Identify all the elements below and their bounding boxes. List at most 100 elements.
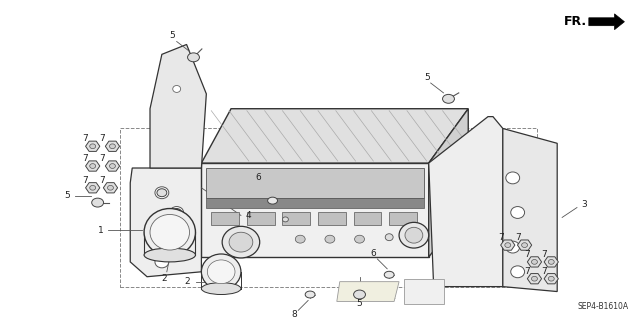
Polygon shape: [503, 129, 557, 292]
Ellipse shape: [170, 207, 184, 219]
Ellipse shape: [531, 276, 538, 281]
Ellipse shape: [305, 291, 315, 298]
Text: 6: 6: [256, 174, 262, 182]
Polygon shape: [150, 44, 206, 168]
Ellipse shape: [144, 248, 195, 262]
Ellipse shape: [268, 197, 278, 204]
Ellipse shape: [150, 221, 164, 233]
Text: 7: 7: [541, 250, 547, 259]
Text: 3: 3: [581, 200, 587, 209]
Text: 1: 1: [98, 226, 104, 235]
Ellipse shape: [505, 243, 511, 248]
Polygon shape: [202, 109, 468, 163]
Polygon shape: [131, 168, 202, 277]
Polygon shape: [404, 279, 444, 304]
Polygon shape: [104, 183, 118, 193]
Polygon shape: [589, 14, 625, 30]
Ellipse shape: [188, 53, 200, 62]
Polygon shape: [527, 274, 541, 284]
Ellipse shape: [173, 85, 180, 93]
Ellipse shape: [92, 198, 104, 207]
Ellipse shape: [222, 226, 260, 258]
Ellipse shape: [90, 164, 95, 168]
Text: 7: 7: [82, 176, 88, 185]
Text: 6: 6: [371, 249, 376, 257]
Ellipse shape: [355, 235, 364, 243]
Polygon shape: [86, 141, 100, 152]
Ellipse shape: [384, 271, 394, 278]
Ellipse shape: [207, 260, 235, 284]
Ellipse shape: [90, 185, 95, 190]
Ellipse shape: [511, 207, 525, 219]
Polygon shape: [106, 161, 120, 171]
Ellipse shape: [108, 185, 113, 190]
Text: 8: 8: [291, 310, 297, 319]
Polygon shape: [106, 141, 120, 152]
Polygon shape: [282, 212, 310, 225]
Text: 7: 7: [100, 134, 106, 143]
Text: 7: 7: [525, 267, 531, 276]
Ellipse shape: [399, 222, 429, 248]
Polygon shape: [206, 168, 424, 198]
Text: 5: 5: [64, 191, 70, 200]
Polygon shape: [389, 212, 417, 225]
Polygon shape: [544, 274, 558, 284]
Polygon shape: [429, 109, 468, 257]
Polygon shape: [86, 183, 100, 193]
Polygon shape: [318, 212, 346, 225]
Ellipse shape: [90, 144, 95, 149]
Ellipse shape: [157, 189, 167, 197]
Ellipse shape: [109, 164, 115, 168]
Ellipse shape: [405, 227, 423, 243]
Text: 2: 2: [161, 274, 166, 283]
Text: 5: 5: [169, 31, 175, 40]
Text: 7: 7: [100, 154, 106, 163]
Ellipse shape: [295, 235, 305, 243]
Polygon shape: [202, 163, 429, 257]
Ellipse shape: [548, 276, 554, 281]
Ellipse shape: [150, 214, 189, 250]
Text: 5: 5: [424, 73, 429, 82]
Ellipse shape: [155, 187, 169, 199]
Text: 7: 7: [100, 176, 106, 185]
Polygon shape: [527, 257, 541, 267]
Polygon shape: [337, 282, 399, 301]
Text: 7: 7: [82, 154, 88, 163]
Polygon shape: [354, 212, 381, 225]
Ellipse shape: [511, 266, 525, 278]
Ellipse shape: [522, 243, 527, 248]
Ellipse shape: [202, 254, 241, 290]
Polygon shape: [206, 198, 424, 208]
Ellipse shape: [385, 234, 393, 241]
Text: 7: 7: [498, 233, 504, 242]
Text: FR.: FR.: [564, 15, 587, 28]
Ellipse shape: [354, 290, 365, 299]
Ellipse shape: [109, 144, 115, 149]
Text: SEP4-B1610A: SEP4-B1610A: [577, 302, 628, 311]
Text: 7: 7: [525, 250, 531, 259]
Polygon shape: [544, 257, 558, 267]
Ellipse shape: [167, 239, 180, 251]
Polygon shape: [518, 240, 532, 250]
Text: 2: 2: [185, 277, 190, 286]
Polygon shape: [86, 161, 100, 171]
Ellipse shape: [282, 217, 289, 222]
Text: 4: 4: [246, 211, 252, 220]
Ellipse shape: [442, 94, 454, 103]
Ellipse shape: [548, 260, 554, 264]
Polygon shape: [429, 117, 503, 286]
Text: 7: 7: [541, 267, 547, 276]
Ellipse shape: [229, 232, 253, 252]
Text: 7: 7: [82, 134, 88, 143]
Polygon shape: [211, 212, 239, 225]
Ellipse shape: [155, 256, 169, 268]
Polygon shape: [500, 240, 515, 250]
Text: 5: 5: [356, 299, 362, 308]
Ellipse shape: [325, 235, 335, 243]
Ellipse shape: [506, 172, 520, 184]
Text: 7: 7: [515, 233, 520, 242]
Ellipse shape: [531, 260, 538, 264]
Polygon shape: [247, 212, 275, 225]
Ellipse shape: [202, 283, 241, 294]
Ellipse shape: [506, 241, 520, 253]
